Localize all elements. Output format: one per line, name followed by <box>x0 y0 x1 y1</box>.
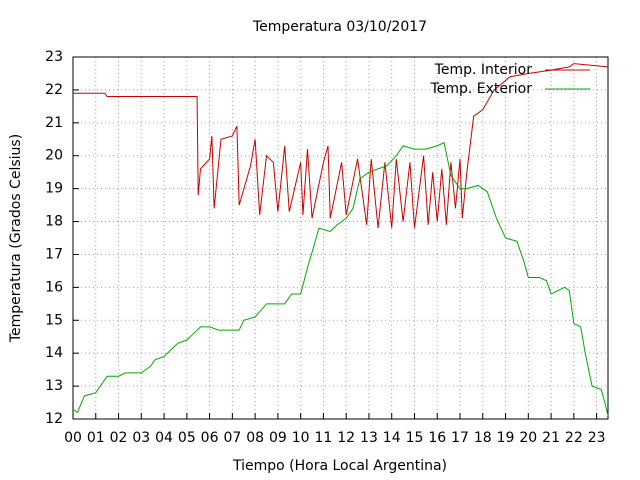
x-tick-label: 10 <box>292 430 310 446</box>
x-tick-label: 21 <box>542 430 560 446</box>
x-tick-label: 13 <box>360 430 378 446</box>
y-tick-label: 20 <box>45 148 63 164</box>
y-tick-label: 15 <box>45 312 63 328</box>
y-tick-label: 21 <box>45 115 63 131</box>
y-axis-label: Temperatura (Grados Celsius) <box>8 134 24 343</box>
x-tick-label: 01 <box>87 430 105 446</box>
y-tick-label: 17 <box>45 246 63 262</box>
x-tick-label: 16 <box>428 430 446 446</box>
x-tick-label: 05 <box>178 430 196 446</box>
x-tick-label: 12 <box>337 430 355 446</box>
legend-label: Temp. Exterior <box>430 81 533 97</box>
x-tick-label: 20 <box>519 430 537 446</box>
y-tick-label: 14 <box>45 345 63 361</box>
y-tick-label: 12 <box>45 411 63 427</box>
x-axis-label: Tiempo (Hora Local Argentina) <box>232 458 447 474</box>
x-tick-label: 06 <box>201 430 219 446</box>
y-tick-label: 19 <box>45 181 63 197</box>
plot-frame <box>72 56 609 420</box>
x-tick-label: 17 <box>451 430 469 446</box>
x-tick-label: 07 <box>223 430 241 446</box>
x-tick-label: 00 <box>64 430 82 446</box>
x-tick-label: 22 <box>565 430 583 446</box>
x-tick-label: 14 <box>383 430 401 446</box>
x-tick-label: 08 <box>246 430 264 446</box>
x-tick-label: 09 <box>269 430 287 446</box>
x-tick-label: 15 <box>406 430 424 446</box>
line-series <box>73 63 609 229</box>
y-tick-label: 16 <box>45 279 63 295</box>
x-tick-label: 03 <box>132 430 150 446</box>
y-tick-label: 13 <box>45 378 63 394</box>
x-tick-label: 19 <box>497 430 515 446</box>
x-tick-label: 18 <box>474 430 492 446</box>
line-series <box>72 141 609 416</box>
x-tick-label: 04 <box>155 430 173 446</box>
chart-title: Temperatura 03/10/2017 <box>252 19 427 35</box>
x-tick-label: 11 <box>315 430 333 446</box>
x-tick-label: 23 <box>588 430 606 446</box>
y-tick-label: 18 <box>45 214 63 230</box>
x-tick-label: 02 <box>110 430 128 446</box>
y-tick-label: 23 <box>45 49 63 65</box>
y-tick-label: 22 <box>45 82 63 98</box>
legend-label: Temp. Interior <box>434 62 533 78</box>
